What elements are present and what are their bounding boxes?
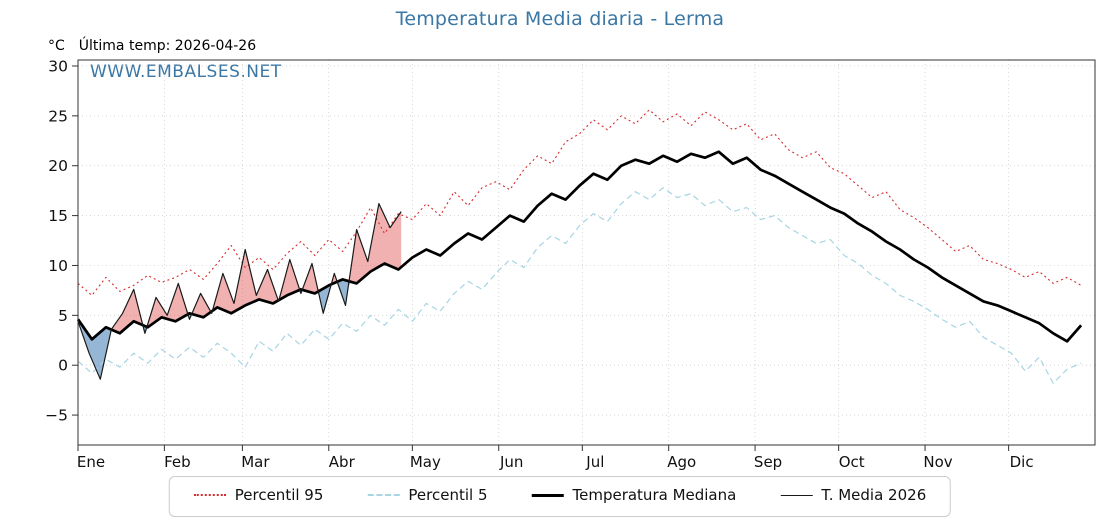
x-tick-label: Dic [1010,453,1034,471]
x-tick-label: Ago [667,453,696,471]
x-tick-label: Oct [839,453,865,471]
fill-below-median [78,263,402,380]
fill-above-median [78,203,402,340]
series-line-t-media-2026 [77,203,402,380]
series-lines [76,109,1083,384]
y-tick-label: −5 [45,407,68,425]
y-tick-label: 20 [48,157,68,175]
y-tick-label: 30 [48,57,68,75]
grid [78,60,1095,445]
series-line-percentil-5 [77,187,1082,384]
legend-label: Percentil 95 [234,486,324,504]
chart-title: Temperatura Media diaria - Lerma [395,8,725,30]
y-tick-label: 25 [48,107,68,125]
legend-line-sample-percentil-5 [367,494,400,496]
legend-label: Temperatura Mediana [572,486,737,504]
series-line-temperatura-mediana [76,150,1083,343]
legend-item-t-media-2026: T. Media 2026 [780,486,926,504]
series-line-percentil-95 [77,109,1082,296]
x-tick-label: Jun [499,453,523,471]
legend-line-sample-temperatura-mediana [531,493,564,497]
x-tick-label: May [410,453,441,471]
legend-item-percentil-5: Percentil 5 [367,486,487,504]
legend-item-temperatura-mediana: Temperatura Mediana [531,486,736,504]
y-tick-label: 15 [48,207,68,225]
y-tick-label: 5 [58,307,68,325]
x-tick-label: Nov [923,453,952,471]
y-tick-label: 0 [58,357,68,375]
legend: Percentil 95 Percentil 5 Temperatura Media… [168,476,952,517]
chart-canvas: −5 0 5 10 15 20 25 30 Ene Feb Mar Abr May Jun Jul Ago Se… [45,57,1096,471]
watermark-text: WWW.EMBALSES.NET [90,62,282,82]
x-tick-label: Jul [585,453,604,471]
last-temp-label: Última temp: 2026-04-26 [78,38,257,54]
plot-border [77,59,1096,446]
fill-areas [78,203,402,380]
axes: −5 0 5 10 15 20 25 30 Ene Feb Mar Abr May Jun Jul Ago Se… [45,57,1096,471]
axis-header: °C Última temp: 2026-04-26 [48,38,256,54]
legend-item-percentil-95: Percentil 95 [193,486,324,504]
legend-label: Percentil 5 [408,486,488,504]
x-tick-label: Feb [164,453,191,471]
x-tick-label: Abr [329,453,356,471]
x-tick-label: Sep [754,453,782,471]
legend-line-sample-percentil-95 [193,494,226,496]
y-tick-label: 10 [48,257,68,275]
legend-label: T. Media 2026 [821,486,927,504]
x-tick-label: Mar [241,453,270,471]
x-tick-label: Ene [77,453,105,471]
legend-line-sample-t-media-2026 [780,494,813,496]
y-axis-unit-label: °C [48,38,65,54]
